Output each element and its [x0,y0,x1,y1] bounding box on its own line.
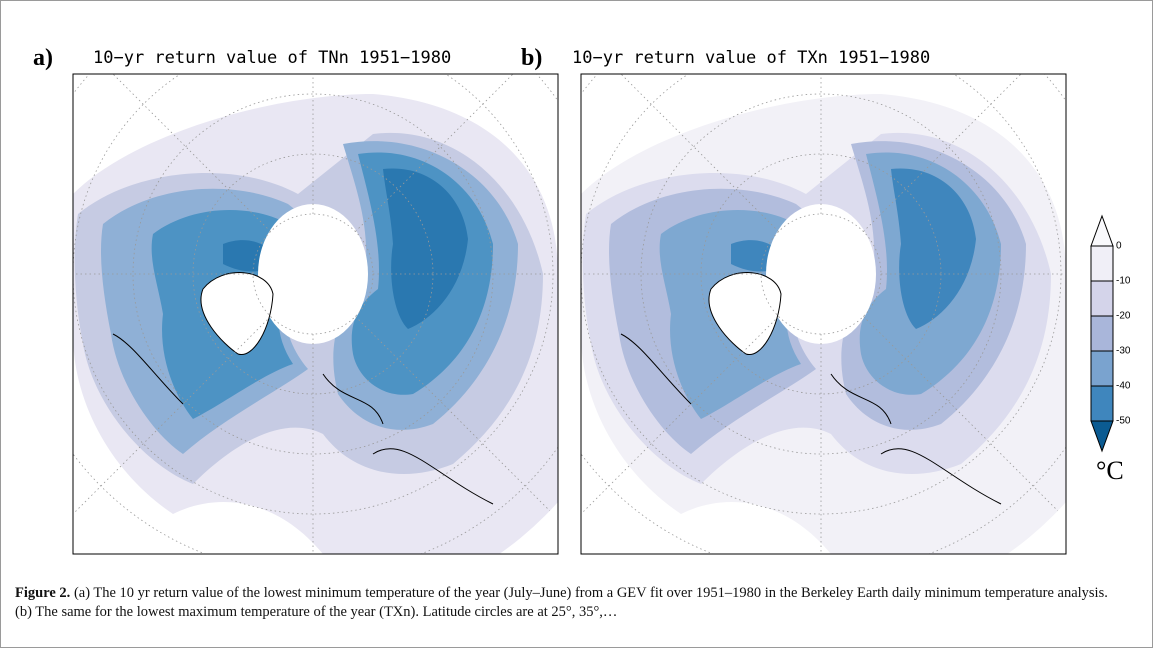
colorbar-top [1090,214,1114,247]
panel-title: 10−yr return value of TXn 1951−1980 [572,48,930,68]
panel-label: a) [33,45,53,71]
colorbar-box [1090,385,1114,422]
colorbar-tick: -40 [1116,381,1131,392]
panel-title: 10−yr return value of TNn 1951−1980 [93,48,451,68]
caption-text: (a) The 10 yr return value of the lowest… [15,585,1108,620]
land-dark [731,168,976,329]
colorbar-unit: °C [1096,456,1124,485]
colorbar-tick: -50 [1116,416,1131,427]
colorbar-box [1090,350,1114,387]
coast [620,333,1002,505]
panel-label: b) [521,45,542,71]
map-frame-clip [581,74,1066,554]
colorbar-box [1090,245,1114,282]
map-frame [72,73,559,555]
colorbar-tick: -10 [1116,276,1131,287]
colorbar-tick: -20 [1116,311,1131,322]
figure: a) 10−yr return value of TNn 1951−1980 b… [33,45,1131,555]
caption: Figure 2. (a) The 10 yr return value of … [15,584,1125,622]
map [73,74,558,554]
colorbar-tick: 0 [1116,241,1122,252]
coast [112,333,494,505]
colorbar-tick: -30 [1116,346,1131,357]
map-panel [72,73,559,555]
arctic-ocean [258,204,368,344]
latitude-circle [640,93,1002,455]
latitude-circle [132,93,494,455]
colorbar-box [1090,315,1114,352]
map-frame-clip [73,74,558,554]
map-frame [580,73,1067,555]
arctic-ocean [766,204,876,344]
colorbar-box [1090,280,1114,317]
land-dark [223,168,468,329]
greenland [200,272,274,355]
colorbar-bottom [1090,420,1114,453]
caption-label: Figure 2. [15,585,71,601]
map [581,74,1066,554]
map-panel [580,73,1067,555]
greenland [708,272,782,355]
